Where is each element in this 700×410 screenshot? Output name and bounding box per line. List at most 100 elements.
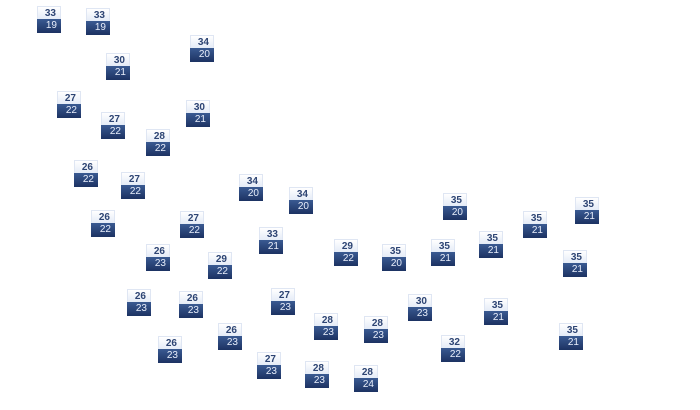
low-temperature: 21 bbox=[484, 311, 508, 325]
temperature-marker[interactable]: 34 20 bbox=[289, 187, 313, 215]
temperature-marker[interactable]: 33 19 bbox=[86, 8, 110, 36]
high-temperature: 35 bbox=[431, 239, 455, 252]
low-temperature: 23 bbox=[257, 365, 281, 379]
temperature-marker[interactable]: 26 22 bbox=[91, 210, 115, 238]
low-temperature: 22 bbox=[91, 223, 115, 237]
temperature-marker[interactable]: 28 23 bbox=[314, 313, 338, 341]
temperature-marker[interactable]: 26 23 bbox=[158, 336, 182, 364]
low-temperature: 24 bbox=[354, 378, 378, 392]
temperature-marker[interactable]: 35 20 bbox=[443, 193, 467, 221]
temperature-marker[interactable]: 35 21 bbox=[484, 298, 508, 326]
low-temperature: 22 bbox=[441, 348, 465, 362]
temperature-marker[interactable]: 28 24 bbox=[354, 365, 378, 393]
high-temperature: 32 bbox=[441, 335, 465, 348]
high-temperature: 35 bbox=[484, 298, 508, 311]
high-temperature: 34 bbox=[239, 174, 263, 187]
low-temperature: 20 bbox=[289, 200, 313, 214]
low-temperature: 22 bbox=[57, 104, 81, 118]
temperature-marker[interactable]: 27 22 bbox=[101, 112, 125, 140]
high-temperature: 35 bbox=[382, 244, 406, 257]
temperature-marker[interactable]: 30 21 bbox=[106, 53, 130, 81]
temperature-marker[interactable]: 27 22 bbox=[57, 91, 81, 119]
temperature-marker[interactable]: 34 20 bbox=[190, 35, 214, 63]
low-temperature: 21 bbox=[575, 210, 599, 224]
low-temperature: 21 bbox=[259, 240, 283, 254]
temperature-marker[interactable]: 29 22 bbox=[334, 239, 358, 267]
temperature-marker[interactable]: 33 21 bbox=[259, 227, 283, 255]
high-temperature: 26 bbox=[218, 323, 242, 336]
low-temperature: 21 bbox=[106, 66, 130, 80]
temperature-marker[interactable]: 27 23 bbox=[257, 352, 281, 380]
temperature-marker[interactable]: 26 23 bbox=[127, 289, 151, 317]
low-temperature: 19 bbox=[86, 21, 110, 35]
temperature-marker[interactable]: 27 23 bbox=[271, 288, 295, 316]
high-temperature: 26 bbox=[127, 289, 151, 302]
temperature-marker[interactable]: 34 20 bbox=[239, 174, 263, 202]
low-temperature: 20 bbox=[190, 48, 214, 62]
high-temperature: 28 bbox=[364, 316, 388, 329]
temperature-marker[interactable]: 30 21 bbox=[186, 100, 210, 128]
high-temperature: 35 bbox=[479, 231, 503, 244]
high-temperature: 29 bbox=[208, 252, 232, 265]
low-temperature: 21 bbox=[186, 113, 210, 127]
temperature-marker[interactable]: 26 23 bbox=[179, 291, 203, 319]
low-temperature: 23 bbox=[305, 374, 329, 388]
low-temperature: 23 bbox=[158, 349, 182, 363]
high-temperature: 27 bbox=[121, 172, 145, 185]
low-temperature: 21 bbox=[431, 252, 455, 266]
temperature-marker[interactable]: 28 23 bbox=[364, 316, 388, 344]
temperature-marker[interactable]: 26 23 bbox=[146, 244, 170, 272]
high-temperature: 35 bbox=[443, 193, 467, 206]
temperature-marker[interactable]: 35 21 bbox=[563, 250, 587, 278]
temperature-marker[interactable]: 35 21 bbox=[559, 323, 583, 351]
high-temperature: 34 bbox=[289, 187, 313, 200]
low-temperature: 20 bbox=[443, 206, 467, 220]
high-temperature: 29 bbox=[334, 239, 358, 252]
temperature-marker[interactable]: 35 21 bbox=[479, 231, 503, 259]
high-temperature: 35 bbox=[563, 250, 587, 263]
temperature-marker[interactable]: 29 22 bbox=[208, 252, 232, 280]
high-temperature: 26 bbox=[158, 336, 182, 349]
temperature-marker[interactable]: 26 22 bbox=[74, 160, 98, 188]
low-temperature: 22 bbox=[101, 125, 125, 139]
high-temperature: 33 bbox=[37, 6, 61, 19]
temperature-marker[interactable]: 28 22 bbox=[146, 129, 170, 157]
low-temperature: 23 bbox=[218, 336, 242, 350]
temperature-marker[interactable]: 32 22 bbox=[441, 335, 465, 363]
temperature-marker[interactable]: 30 23 bbox=[408, 294, 432, 322]
high-temperature: 28 bbox=[314, 313, 338, 326]
low-temperature: 22 bbox=[121, 185, 145, 199]
high-temperature: 26 bbox=[91, 210, 115, 223]
low-temperature: 22 bbox=[74, 173, 98, 187]
high-temperature: 35 bbox=[575, 197, 599, 210]
temperature-marker[interactable]: 35 20 bbox=[382, 244, 406, 272]
high-temperature: 33 bbox=[86, 8, 110, 21]
temperature-marker[interactable]: 35 21 bbox=[523, 211, 547, 239]
high-temperature: 27 bbox=[257, 352, 281, 365]
high-temperature: 26 bbox=[74, 160, 98, 173]
low-temperature: 23 bbox=[146, 257, 170, 271]
temperature-marker[interactable]: 27 22 bbox=[180, 211, 204, 239]
temperature-marker[interactable]: 28 23 bbox=[305, 361, 329, 389]
temperature-marker[interactable]: 33 19 bbox=[37, 6, 61, 34]
high-temperature: 35 bbox=[559, 323, 583, 336]
high-temperature: 35 bbox=[523, 211, 547, 224]
temperature-marker[interactable]: 26 23 bbox=[218, 323, 242, 351]
low-temperature: 23 bbox=[127, 302, 151, 316]
low-temperature: 22 bbox=[208, 265, 232, 279]
temperature-marker[interactable]: 27 22 bbox=[121, 172, 145, 200]
high-temperature: 27 bbox=[101, 112, 125, 125]
temperature-marker[interactable]: 35 21 bbox=[431, 239, 455, 267]
high-temperature: 27 bbox=[57, 91, 81, 104]
low-temperature: 21 bbox=[559, 336, 583, 350]
high-temperature: 26 bbox=[146, 244, 170, 257]
high-temperature: 28 bbox=[146, 129, 170, 142]
low-temperature: 23 bbox=[408, 307, 432, 321]
low-temperature: 21 bbox=[479, 244, 503, 258]
low-temperature: 23 bbox=[364, 329, 388, 343]
low-temperature: 22 bbox=[146, 142, 170, 156]
high-temperature: 30 bbox=[186, 100, 210, 113]
high-temperature: 27 bbox=[180, 211, 204, 224]
temperature-marker[interactable]: 35 21 bbox=[575, 197, 599, 225]
high-temperature: 26 bbox=[179, 291, 203, 304]
